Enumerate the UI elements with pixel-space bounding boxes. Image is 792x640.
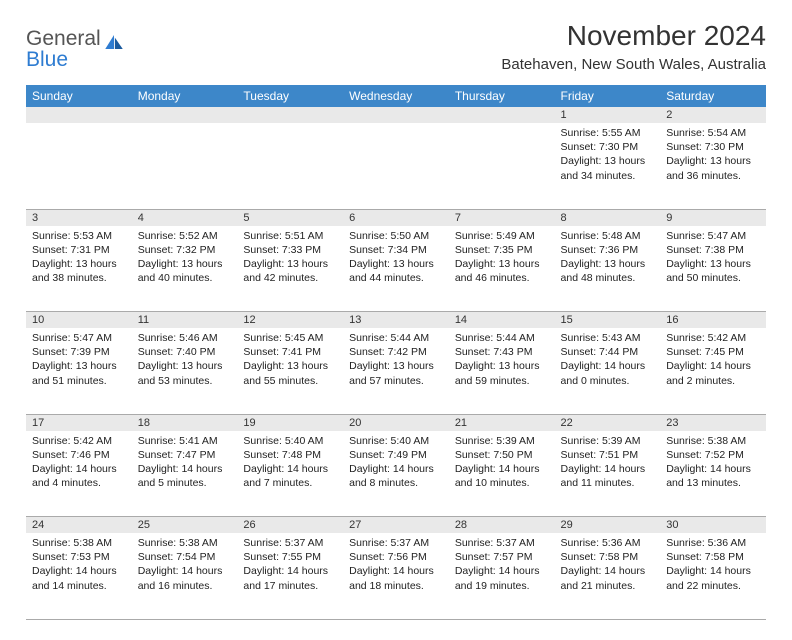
day-cell: Sunrise: 5:37 AMSunset: 7:55 PMDaylight:…: [237, 533, 343, 619]
weekday-header: Tuesday: [237, 85, 343, 107]
month-title: November 2024: [501, 20, 766, 52]
day-cell: Sunrise: 5:36 AMSunset: 7:58 PMDaylight:…: [555, 533, 661, 619]
day-cell: Sunrise: 5:48 AMSunset: 7:36 PMDaylight:…: [555, 226, 661, 312]
day-cell: Sunrise: 5:49 AMSunset: 7:35 PMDaylight:…: [449, 226, 555, 312]
day-cell: Sunrise: 5:41 AMSunset: 7:47 PMDaylight:…: [132, 431, 238, 517]
day-number: 26: [237, 517, 343, 534]
day-number-row: 17181920212223: [26, 414, 766, 431]
day-cell: [449, 123, 555, 209]
weekday-header: Thursday: [449, 85, 555, 107]
header: General Blue November 2024 Batehaven, Ne…: [26, 20, 766, 73]
day-cell: Sunrise: 5:44 AMSunset: 7:43 PMDaylight:…: [449, 328, 555, 414]
day-cell: Sunrise: 5:40 AMSunset: 7:49 PMDaylight:…: [343, 431, 449, 517]
day-cell: Sunrise: 5:38 AMSunset: 7:52 PMDaylight:…: [660, 431, 766, 517]
day-number: 9: [660, 209, 766, 226]
weekday-header: Sunday: [26, 85, 132, 107]
day-number: [237, 107, 343, 123]
day-cell: [237, 123, 343, 209]
day-number: 28: [449, 517, 555, 534]
day-cell: [132, 123, 238, 209]
weekday-header: Saturday: [660, 85, 766, 107]
day-cell: Sunrise: 5:38 AMSunset: 7:53 PMDaylight:…: [26, 533, 132, 619]
day-cell: Sunrise: 5:42 AMSunset: 7:46 PMDaylight:…: [26, 431, 132, 517]
day-cell: Sunrise: 5:52 AMSunset: 7:32 PMDaylight:…: [132, 226, 238, 312]
day-cell: Sunrise: 5:40 AMSunset: 7:48 PMDaylight:…: [237, 431, 343, 517]
day-content-row: Sunrise: 5:42 AMSunset: 7:46 PMDaylight:…: [26, 431, 766, 517]
day-number: 13: [343, 312, 449, 329]
day-cell: Sunrise: 5:55 AMSunset: 7:30 PMDaylight:…: [555, 123, 661, 209]
day-number-row: 24252627282930: [26, 517, 766, 534]
day-cell: [343, 123, 449, 209]
weekday-header: Friday: [555, 85, 661, 107]
day-number: 11: [132, 312, 238, 329]
day-cell: Sunrise: 5:39 AMSunset: 7:50 PMDaylight:…: [449, 431, 555, 517]
day-content-row: Sunrise: 5:47 AMSunset: 7:39 PMDaylight:…: [26, 328, 766, 414]
day-cell: Sunrise: 5:50 AMSunset: 7:34 PMDaylight:…: [343, 226, 449, 312]
day-number: 5: [237, 209, 343, 226]
day-number: 10: [26, 312, 132, 329]
day-number-row: 12: [26, 107, 766, 123]
day-cell: Sunrise: 5:47 AMSunset: 7:39 PMDaylight:…: [26, 328, 132, 414]
day-number: [26, 107, 132, 123]
location: Batehaven, New South Wales, Australia: [501, 56, 766, 73]
day-cell: [26, 123, 132, 209]
day-number: [343, 107, 449, 123]
day-cell: Sunrise: 5:46 AMSunset: 7:40 PMDaylight:…: [132, 328, 238, 414]
day-number: 7: [449, 209, 555, 226]
day-number: 17: [26, 414, 132, 431]
day-number-row: 10111213141516: [26, 312, 766, 329]
day-number: 16: [660, 312, 766, 329]
day-number: 30: [660, 517, 766, 534]
day-number: 14: [449, 312, 555, 329]
brand-line2: Blue: [26, 48, 68, 71]
day-number: 25: [132, 517, 238, 534]
brand-logo: General Blue: [26, 20, 123, 70]
day-number: 1: [555, 107, 661, 123]
day-cell: Sunrise: 5:45 AMSunset: 7:41 PMDaylight:…: [237, 328, 343, 414]
day-number: 21: [449, 414, 555, 431]
day-number: 8: [555, 209, 661, 226]
weekday-header: Wednesday: [343, 85, 449, 107]
day-number: [449, 107, 555, 123]
day-cell: Sunrise: 5:53 AMSunset: 7:31 PMDaylight:…: [26, 226, 132, 312]
day-cell: Sunrise: 5:43 AMSunset: 7:44 PMDaylight:…: [555, 328, 661, 414]
day-number: 22: [555, 414, 661, 431]
day-number: 29: [555, 517, 661, 534]
day-number: 19: [237, 414, 343, 431]
day-cell: Sunrise: 5:36 AMSunset: 7:58 PMDaylight:…: [660, 533, 766, 619]
calendar-table: SundayMondayTuesdayWednesdayThursdayFrid…: [26, 85, 766, 620]
day-cell: Sunrise: 5:51 AMSunset: 7:33 PMDaylight:…: [237, 226, 343, 312]
day-number: 27: [343, 517, 449, 534]
day-number: 4: [132, 209, 238, 226]
day-number: 24: [26, 517, 132, 534]
day-number: 3: [26, 209, 132, 226]
day-number: 15: [555, 312, 661, 329]
day-content-row: Sunrise: 5:55 AMSunset: 7:30 PMDaylight:…: [26, 123, 766, 209]
day-number-row: 3456789: [26, 209, 766, 226]
day-cell: Sunrise: 5:37 AMSunset: 7:56 PMDaylight:…: [343, 533, 449, 619]
day-cell: Sunrise: 5:39 AMSunset: 7:51 PMDaylight:…: [555, 431, 661, 517]
day-number: [132, 107, 238, 123]
day-cell: Sunrise: 5:54 AMSunset: 7:30 PMDaylight:…: [660, 123, 766, 209]
day-cell: Sunrise: 5:42 AMSunset: 7:45 PMDaylight:…: [660, 328, 766, 414]
day-content-row: Sunrise: 5:38 AMSunset: 7:53 PMDaylight:…: [26, 533, 766, 619]
day-cell: Sunrise: 5:47 AMSunset: 7:38 PMDaylight:…: [660, 226, 766, 312]
day-content-row: Sunrise: 5:53 AMSunset: 7:31 PMDaylight:…: [26, 226, 766, 312]
sail-icon: [105, 35, 123, 49]
day-cell: Sunrise: 5:38 AMSunset: 7:54 PMDaylight:…: [132, 533, 238, 619]
weekday-header-row: SundayMondayTuesdayWednesdayThursdayFrid…: [26, 85, 766, 107]
day-cell: Sunrise: 5:37 AMSunset: 7:57 PMDaylight:…: [449, 533, 555, 619]
day-number: 6: [343, 209, 449, 226]
weekday-header: Monday: [132, 85, 238, 107]
day-number: 12: [237, 312, 343, 329]
day-number: 2: [660, 107, 766, 123]
day-number: 20: [343, 414, 449, 431]
day-number: 23: [660, 414, 766, 431]
day-number: 18: [132, 414, 238, 431]
day-cell: Sunrise: 5:44 AMSunset: 7:42 PMDaylight:…: [343, 328, 449, 414]
brand-line1: General: [26, 28, 101, 49]
